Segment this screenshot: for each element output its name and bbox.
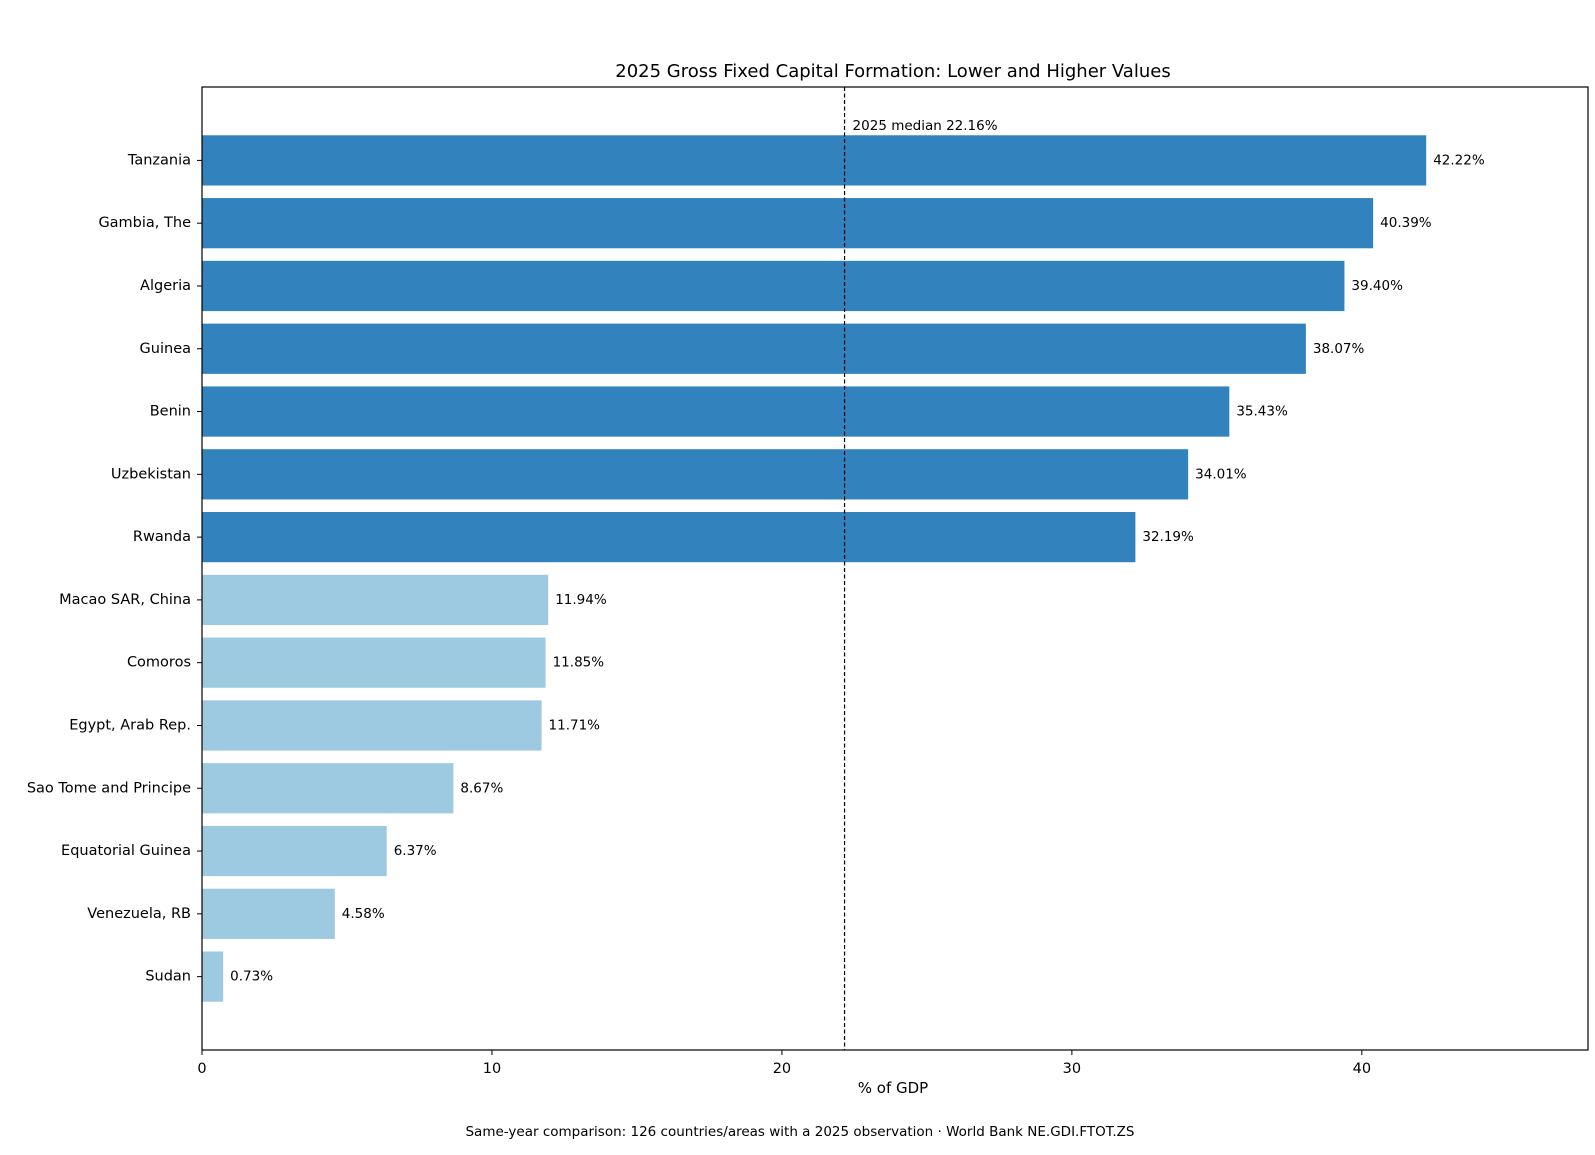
bar-egypt-arab-rep (202, 700, 542, 751)
y-tick-label-equatorial-guinea: Equatorial Guinea (61, 843, 191, 859)
bar-benin (202, 386, 1230, 437)
bar-equatorial-guinea (202, 825, 387, 877)
value-label-equatorial-guinea: 6.37% (394, 843, 437, 859)
value-label-sao-tome-and-principe: 8.67% (460, 780, 503, 796)
bar-comoros (202, 637, 546, 688)
value-label-gambia-the: 40.39% (1380, 215, 1432, 231)
plot-frame (201, 86, 1589, 1051)
x-axis: 0 10 20 30 40 (197, 1050, 1371, 1077)
median-label: 2025 median 22.16% (853, 118, 998, 134)
x-axis-label: % of GDP (858, 1079, 928, 1097)
bar-sudan (202, 951, 224, 1002)
source-note: Same-year comparison: 126 countries/area… (465, 1124, 1134, 1140)
x-tick-label-20: 20 (773, 1061, 791, 1077)
y-tick-label-sudan: Sudan (145, 969, 191, 985)
y-tick-label-uzbekistan: Uzbekistan (111, 466, 191, 482)
y-tick-label-sao-tome-and-principe: Sao Tome and Principe (27, 780, 191, 796)
y-tick-label-tanzania: Tanzania (127, 152, 191, 168)
value-labels-layer: 42.22% 40.39% 39.40% 38.07% 35.43% 34.01% 32.1… (230, 152, 1485, 984)
value-label-egypt-arab-rep: 11.71% (549, 717, 601, 733)
y-axis: Tanzania Gambia, The Algeria Guinea Benin Uzb… (27, 152, 202, 985)
bar-sao-tome-and-principe (202, 763, 454, 814)
x-tick-label-40: 40 (1353, 1061, 1371, 1077)
x-tick-label-30: 30 (1063, 1061, 1081, 1077)
x-tick-label-10: 10 (483, 1061, 501, 1077)
value-label-sudan: 0.73% (230, 969, 273, 985)
y-tick-label-comoros: Comoros (127, 655, 191, 671)
median-layer: 2025 median 22.16% (843, 87, 998, 1050)
chart-title: 2025 Gross Fixed Capital Formation: Lowe… (615, 61, 1170, 82)
value-label-comoros: 11.85% (553, 655, 605, 671)
value-label-tanzania: 42.22% (1433, 152, 1485, 168)
y-tick-label-egypt-arab-rep: Egypt, Arab Rep. (69, 717, 191, 733)
bar-algeria (202, 260, 1345, 312)
bars-layer (202, 135, 1427, 1002)
y-tick-label-guinea: Guinea (140, 341, 191, 357)
value-label-venezuela-rb: 4.58% (342, 906, 385, 922)
y-tick-label-venezuela-rb: Venezuela, RB (87, 906, 191, 922)
y-tick-label-benin: Benin (150, 404, 191, 420)
value-label-guinea: 38.07% (1313, 341, 1365, 357)
y-tick-label-rwanda: Rwanda (133, 529, 191, 545)
value-label-algeria: 39.40% (1351, 278, 1403, 294)
bar-tanzania (202, 135, 1427, 186)
value-label-uzbekistan: 34.01% (1195, 466, 1247, 482)
y-tick-label-algeria: Algeria (140, 278, 191, 294)
value-label-macao-sar-china: 11.94% (555, 592, 607, 608)
bar-gambia-the (202, 198, 1374, 249)
bar-uzbekistan (202, 449, 1189, 500)
value-label-rwanda: 32.19% (1142, 529, 1194, 545)
value-label-benin: 35.43% (1236, 404, 1288, 420)
x-tick-label-0: 0 (197, 1061, 206, 1077)
bar-macao-sar-china (202, 574, 549, 626)
bar-rwanda (202, 511, 1136, 563)
y-tick-label-macao-sar-china: Macao SAR, China (59, 592, 191, 608)
bar-venezuela-rb (202, 888, 335, 939)
bar-guinea (202, 323, 1306, 374)
y-tick-label-gambia-the: Gambia, The (98, 215, 191, 231)
